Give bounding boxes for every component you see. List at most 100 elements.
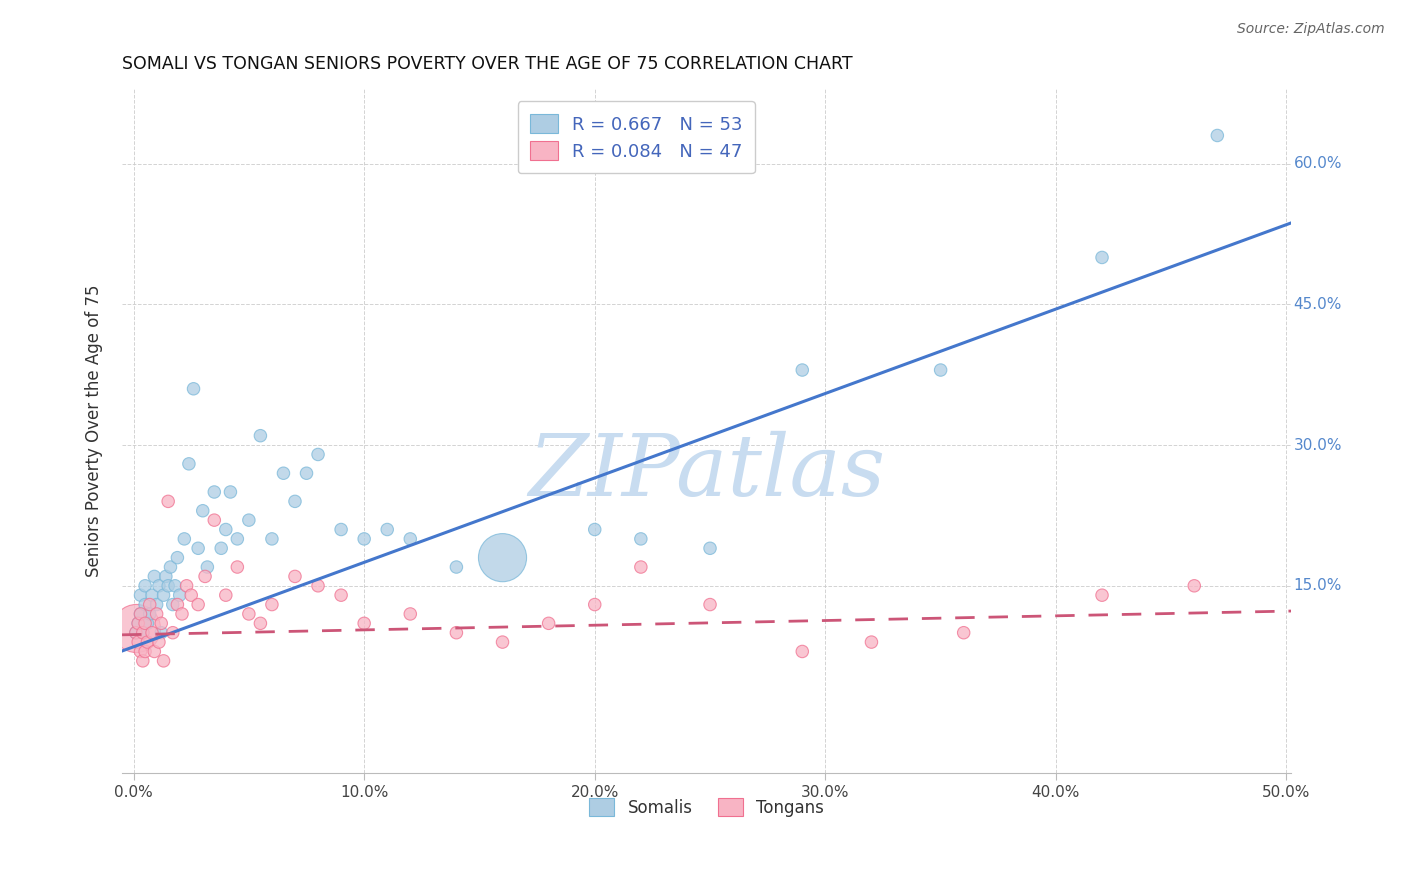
Point bbox=[1182, 579, 1205, 593]
Point bbox=[226, 560, 249, 574]
Point bbox=[284, 494, 307, 508]
Point bbox=[127, 616, 149, 631]
Point bbox=[170, 607, 193, 621]
Point bbox=[194, 569, 217, 583]
Point bbox=[143, 644, 166, 658]
Point bbox=[157, 494, 180, 508]
Point bbox=[138, 598, 160, 612]
Point bbox=[792, 363, 814, 377]
Point bbox=[152, 654, 174, 668]
Point bbox=[330, 523, 353, 537]
Point bbox=[165, 579, 187, 593]
Text: 45.0%: 45.0% bbox=[1294, 297, 1341, 312]
Legend: Somalis, Tongans: Somalis, Tongans bbox=[582, 791, 831, 823]
Point bbox=[180, 588, 202, 602]
Point bbox=[399, 532, 422, 546]
Point bbox=[157, 579, 180, 593]
Point bbox=[209, 541, 232, 556]
Point bbox=[792, 644, 814, 658]
Point bbox=[699, 598, 721, 612]
Point bbox=[491, 635, 513, 649]
Point bbox=[860, 635, 883, 649]
Point bbox=[202, 485, 225, 500]
Point bbox=[583, 523, 606, 537]
Point bbox=[1091, 251, 1114, 265]
Point bbox=[177, 457, 200, 471]
Point bbox=[173, 532, 195, 546]
Point bbox=[169, 588, 191, 602]
Point bbox=[583, 598, 606, 612]
Point bbox=[307, 579, 329, 593]
Point bbox=[176, 579, 198, 593]
Point bbox=[238, 607, 260, 621]
Point bbox=[134, 598, 156, 612]
Point bbox=[284, 569, 307, 583]
Point bbox=[375, 523, 398, 537]
Point bbox=[166, 550, 188, 565]
Point bbox=[202, 513, 225, 527]
Point bbox=[143, 569, 166, 583]
Point bbox=[260, 598, 283, 612]
Point bbox=[195, 560, 218, 574]
Point bbox=[226, 532, 249, 546]
Point bbox=[1091, 588, 1114, 602]
Point bbox=[129, 607, 152, 621]
Point bbox=[136, 616, 159, 631]
Point bbox=[630, 532, 652, 546]
Point bbox=[187, 598, 209, 612]
Point bbox=[260, 532, 283, 546]
Point bbox=[155, 569, 177, 583]
Point bbox=[125, 621, 148, 635]
Point bbox=[134, 579, 156, 593]
Point bbox=[399, 607, 422, 621]
Point bbox=[152, 588, 174, 602]
Point bbox=[141, 625, 163, 640]
Point bbox=[132, 625, 155, 640]
Point bbox=[132, 625, 155, 640]
Point bbox=[141, 588, 163, 602]
Point bbox=[166, 598, 188, 612]
Point bbox=[187, 541, 209, 556]
Point bbox=[537, 616, 560, 631]
Point bbox=[145, 607, 167, 621]
Point bbox=[132, 654, 155, 668]
Point bbox=[215, 588, 238, 602]
Point bbox=[295, 467, 318, 481]
Point bbox=[136, 635, 159, 649]
Point bbox=[952, 625, 974, 640]
Text: Source: ZipAtlas.com: Source: ZipAtlas.com bbox=[1237, 22, 1385, 37]
Point bbox=[330, 588, 353, 602]
Point bbox=[249, 428, 271, 442]
Point bbox=[134, 616, 156, 631]
Point bbox=[273, 467, 295, 481]
Point bbox=[191, 504, 214, 518]
Point bbox=[145, 598, 167, 612]
Point bbox=[150, 625, 173, 640]
Point bbox=[127, 635, 149, 649]
Point bbox=[307, 447, 329, 461]
Point bbox=[1206, 128, 1229, 143]
Point bbox=[446, 560, 468, 574]
Point bbox=[129, 644, 152, 658]
Text: ZIPatlas: ZIPatlas bbox=[529, 431, 886, 514]
Text: 15.0%: 15.0% bbox=[1294, 578, 1341, 593]
Point bbox=[215, 523, 238, 537]
Point bbox=[219, 485, 242, 500]
Point bbox=[446, 625, 468, 640]
Point bbox=[162, 625, 184, 640]
Point bbox=[238, 513, 260, 527]
Point bbox=[249, 616, 271, 631]
Point bbox=[148, 635, 170, 649]
Point bbox=[162, 598, 184, 612]
Point bbox=[148, 579, 170, 593]
Point bbox=[129, 588, 152, 602]
Y-axis label: Seniors Poverty Over the Age of 75: Seniors Poverty Over the Age of 75 bbox=[86, 285, 103, 577]
Text: SOMALI VS TONGAN SENIORS POVERTY OVER THE AGE OF 75 CORRELATION CHART: SOMALI VS TONGAN SENIORS POVERTY OVER TH… bbox=[122, 55, 852, 73]
Point bbox=[929, 363, 952, 377]
Point bbox=[134, 644, 156, 658]
Point bbox=[150, 616, 173, 631]
Point bbox=[127, 616, 149, 631]
Point bbox=[183, 382, 205, 396]
Point bbox=[125, 625, 148, 640]
Point bbox=[125, 625, 148, 640]
